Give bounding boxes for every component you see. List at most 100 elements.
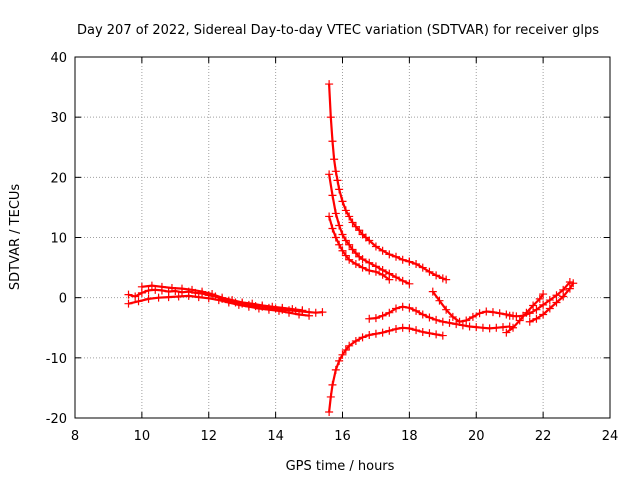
data-point xyxy=(418,310,427,319)
data-point xyxy=(378,246,387,255)
series-track-mid-band xyxy=(365,302,514,333)
data-point xyxy=(154,293,163,302)
data-point xyxy=(559,292,568,301)
data-point xyxy=(385,275,394,284)
data-point xyxy=(385,326,394,335)
x-axis-label: GPS time / hours xyxy=(286,459,395,474)
series-track-decay-upper-tail xyxy=(405,257,451,284)
series-line xyxy=(328,326,443,413)
data-point xyxy=(326,392,335,401)
data-point xyxy=(355,226,364,235)
data-point xyxy=(348,245,357,254)
data-point xyxy=(378,328,387,337)
data-point xyxy=(351,222,360,231)
y-tick-label: 0 xyxy=(59,292,67,307)
data-point xyxy=(365,266,374,275)
data-point xyxy=(348,218,357,227)
data-point xyxy=(365,330,374,339)
data-point xyxy=(131,292,140,301)
data-point xyxy=(341,236,350,245)
data-point xyxy=(341,206,350,215)
x-tick-label: 22 xyxy=(535,429,552,444)
series-track-right-dip xyxy=(428,287,518,326)
data-point xyxy=(345,341,354,350)
x-tick-label: 20 xyxy=(468,429,485,444)
data-point xyxy=(335,185,344,194)
data-point xyxy=(398,276,407,285)
x-tick-label: 24 xyxy=(602,429,619,444)
data-point xyxy=(208,290,217,299)
data-point xyxy=(198,287,207,296)
data-point xyxy=(545,296,554,305)
data-point xyxy=(505,311,514,320)
data-point xyxy=(328,224,337,233)
data-point xyxy=(345,255,354,264)
data-point xyxy=(465,322,474,331)
data-point xyxy=(333,176,342,185)
data-point xyxy=(412,326,421,335)
data-point xyxy=(532,314,541,323)
data-point xyxy=(325,407,334,416)
x-tick-label: 16 xyxy=(334,429,351,444)
data-point xyxy=(326,113,335,122)
data-point xyxy=(378,311,387,320)
data-point xyxy=(502,310,511,319)
data-point xyxy=(124,299,133,308)
data-point xyxy=(167,284,176,293)
data-point xyxy=(392,304,400,313)
data-point xyxy=(519,311,528,320)
data-point xyxy=(311,308,320,317)
data-point xyxy=(164,293,173,302)
data-point xyxy=(358,255,367,264)
data-point xyxy=(285,308,293,317)
data-point xyxy=(244,302,253,311)
data-point xyxy=(448,312,457,321)
data-point xyxy=(425,329,434,338)
data-point xyxy=(325,80,334,89)
data-point xyxy=(438,331,447,340)
data-point xyxy=(151,285,160,294)
data-point xyxy=(351,259,360,268)
data-point xyxy=(392,252,400,261)
data-point xyxy=(515,316,524,325)
data-point xyxy=(412,306,421,315)
x-tick-label: 8 xyxy=(71,429,79,444)
data-point xyxy=(365,236,374,245)
data-point xyxy=(234,300,243,309)
data-point xyxy=(492,323,501,332)
data-point xyxy=(338,230,347,239)
data-point xyxy=(188,285,197,294)
data-point xyxy=(425,267,434,276)
data-point xyxy=(157,282,166,291)
data-point xyxy=(345,212,354,221)
series-track-decay-mid xyxy=(325,170,414,288)
data-point xyxy=(512,312,521,321)
data-point xyxy=(392,324,400,333)
data-point xyxy=(338,350,347,359)
data-point xyxy=(502,328,511,337)
data-point xyxy=(462,316,471,325)
data-point xyxy=(264,305,273,314)
data-point xyxy=(137,282,146,291)
data-point xyxy=(254,304,263,313)
data-point xyxy=(432,271,441,280)
data-point xyxy=(331,233,340,242)
data-point xyxy=(445,318,454,327)
data-point xyxy=(330,155,339,164)
data-point xyxy=(335,356,344,365)
x-tick-label: 12 xyxy=(200,429,217,444)
series-track-right-rise-c xyxy=(525,279,578,326)
data-point xyxy=(478,323,487,332)
data-point xyxy=(325,170,334,179)
x-tick-label: 18 xyxy=(401,429,418,444)
y-axis-label: SDTVAR / TECUs xyxy=(8,184,23,291)
y-tick-label: 10 xyxy=(50,232,67,247)
series-line xyxy=(369,305,510,330)
data-point xyxy=(341,251,350,260)
data-point xyxy=(442,305,451,314)
data-point xyxy=(398,302,407,311)
data-point xyxy=(552,298,561,307)
data-point xyxy=(134,297,143,306)
data-point xyxy=(488,308,497,317)
